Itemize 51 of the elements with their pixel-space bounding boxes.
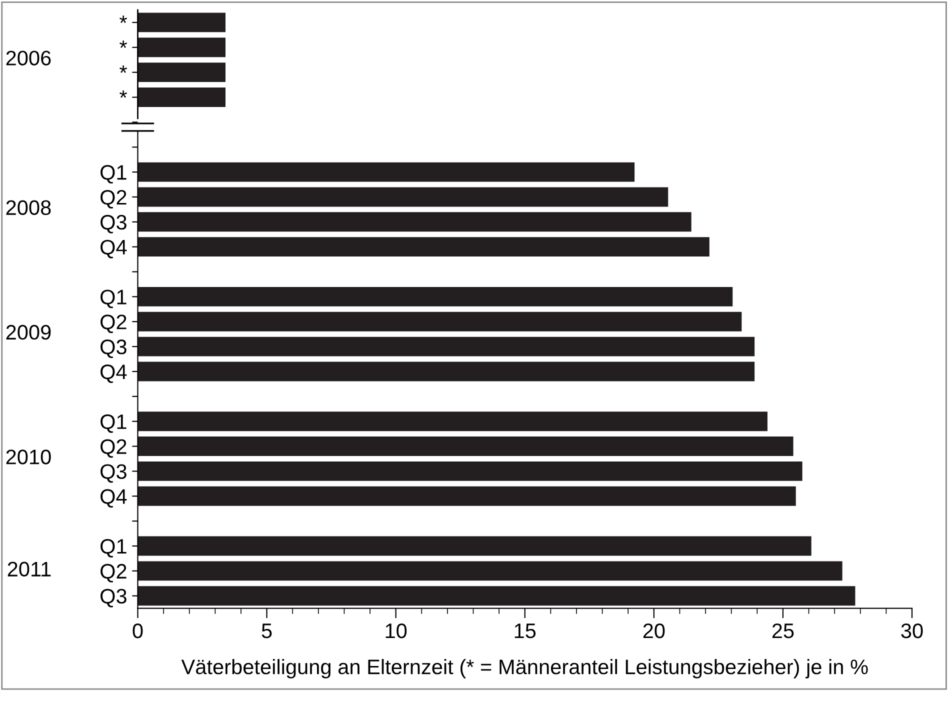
x-tick-label: 15 xyxy=(514,624,536,638)
bar xyxy=(138,38,226,58)
text: 2010 xyxy=(6,450,51,464)
bar xyxy=(138,336,755,356)
y-tick-label: Q2 xyxy=(100,439,126,458)
x-tick-label: 30 xyxy=(901,623,923,638)
bar xyxy=(138,62,226,82)
y-tick-label: * xyxy=(120,90,128,98)
y-tick-label: Q1 xyxy=(100,290,126,308)
bar xyxy=(138,312,742,332)
bar xyxy=(138,461,802,481)
text: 2008 xyxy=(6,200,51,216)
y-tick-label: Q4 xyxy=(100,240,127,258)
y-tick-label: Q2 xyxy=(100,190,126,208)
bar xyxy=(138,362,755,382)
bar xyxy=(138,536,812,556)
y-tick-label: Q1 xyxy=(100,414,126,433)
y-tick-label: Q3 xyxy=(100,340,126,358)
x-tick-label: 25 xyxy=(772,623,794,638)
y-tick-label: Q1 xyxy=(100,539,126,558)
y-tick-label: Q2 xyxy=(100,314,126,334)
y-tick-label: * xyxy=(120,66,128,73)
text: 2006 xyxy=(6,50,51,66)
x-tick-label: 10 xyxy=(386,623,407,638)
text: 2009 xyxy=(6,324,51,340)
bar xyxy=(138,286,733,306)
bar xyxy=(138,237,710,257)
bar xyxy=(138,187,668,207)
bar xyxy=(138,412,768,432)
bar xyxy=(138,586,856,606)
bar xyxy=(138,88,226,107)
bar xyxy=(138,436,794,456)
x-axis-title: Väterbeteiligung an Elternzeit (* = Männeranteil Leistungsbezieher) je in % xyxy=(181,659,868,678)
y-tick-label: Q4 xyxy=(100,364,127,383)
bar xyxy=(138,561,842,581)
x-tick-label: 0 xyxy=(132,623,143,638)
y-tick-label: * xyxy=(120,16,128,23)
y-tick-label: Q3 xyxy=(100,588,126,608)
y-tick-label: Q3 xyxy=(100,214,126,234)
bar xyxy=(138,162,635,182)
y-tick-label: Q1 xyxy=(100,165,126,184)
x-tick-label: 5 xyxy=(262,624,272,638)
y-tick-label: Q3 xyxy=(100,464,126,483)
bar xyxy=(138,12,226,32)
y-tick-label: Q4 xyxy=(100,489,127,508)
bar xyxy=(138,212,692,232)
bar xyxy=(138,486,796,506)
x-tick-label: 20 xyxy=(643,623,665,638)
y-tick-label: Q2 xyxy=(100,564,126,582)
y-tick-label: * xyxy=(120,40,128,48)
text: 2011 xyxy=(8,562,51,577)
